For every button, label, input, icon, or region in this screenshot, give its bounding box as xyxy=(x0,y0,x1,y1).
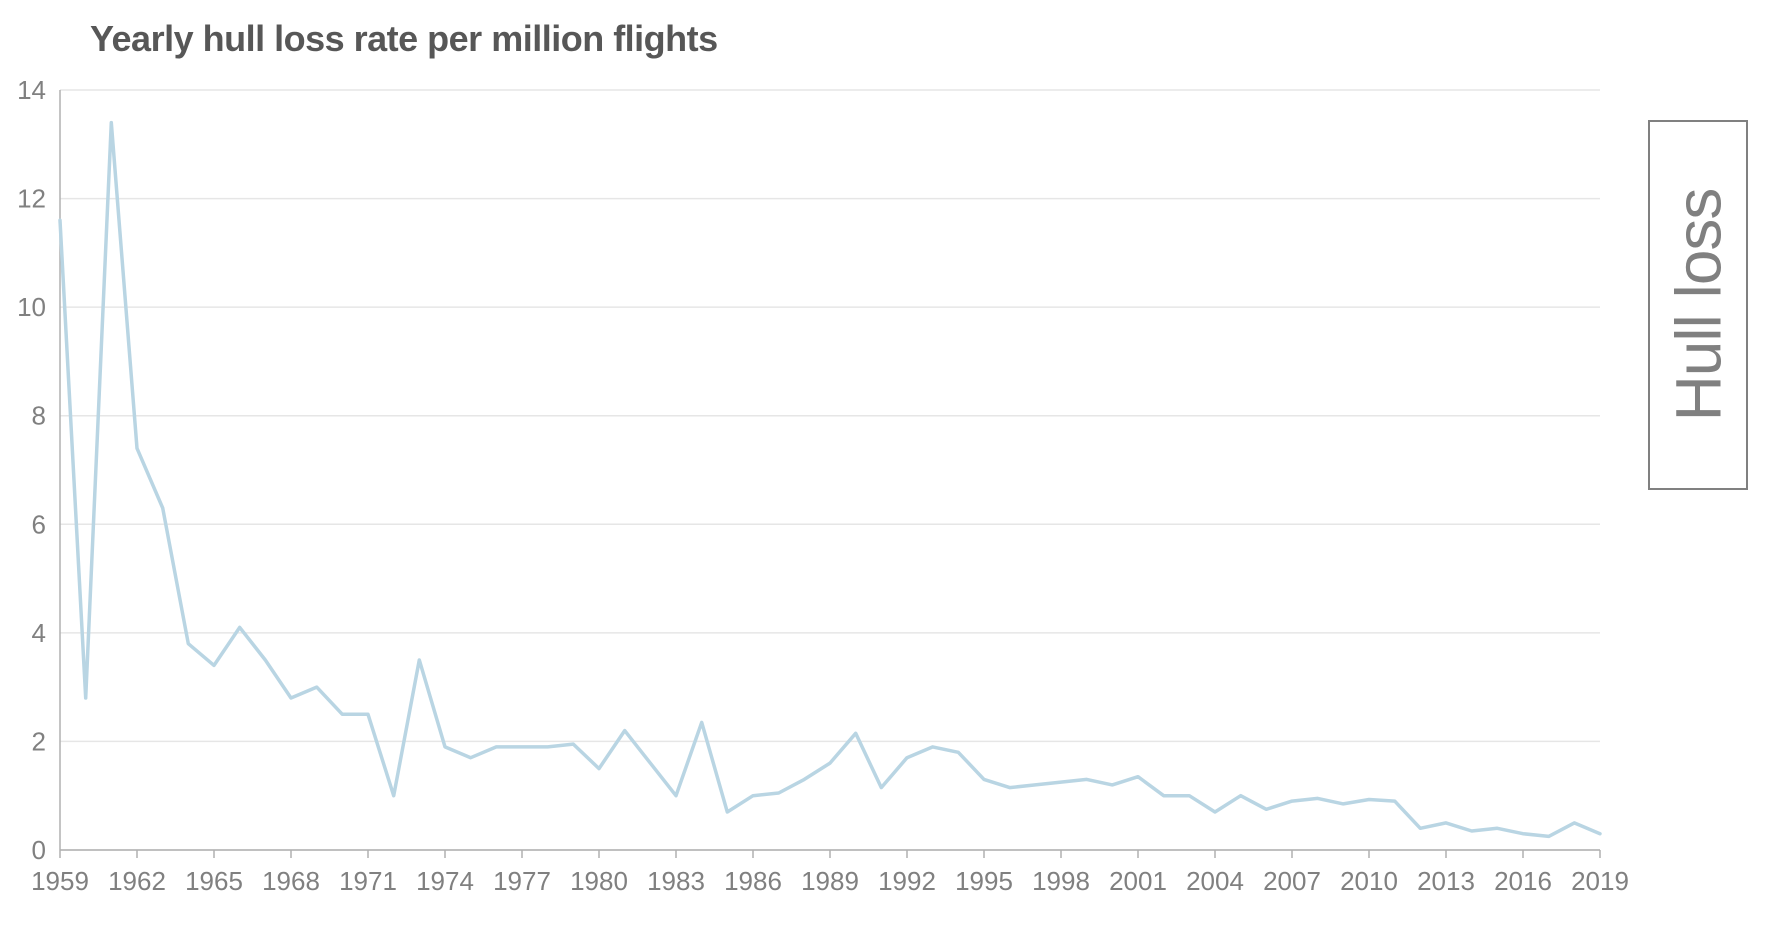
x-tick-label: 2016 xyxy=(1494,866,1552,896)
y-tick-label: 6 xyxy=(32,509,46,539)
x-tick-label: 1998 xyxy=(1032,866,1090,896)
x-tick-label: 2013 xyxy=(1417,866,1475,896)
chart-plot: 0 2 4 6 8 10 12 14 1959 1962 1965 1968 1971 1974 1977… xyxy=(0,0,1766,946)
x-tick-label: 2019 xyxy=(1571,866,1629,896)
series-line-hull-loss xyxy=(60,123,1600,837)
legend-box: Hull loss xyxy=(1648,120,1748,490)
x-tick-label: 2001 xyxy=(1109,866,1167,896)
y-tick-label: 2 xyxy=(32,726,46,756)
x-tick-label: 1977 xyxy=(493,866,551,896)
x-tick-label: 2010 xyxy=(1340,866,1398,896)
x-tick-label: 2007 xyxy=(1263,866,1321,896)
x-tick-label: 1974 xyxy=(416,866,474,896)
x-tick-label: 2004 xyxy=(1186,866,1244,896)
x-tick-label: 1968 xyxy=(262,866,320,896)
y-tick-label: 10 xyxy=(17,292,46,322)
y-tick-label: 8 xyxy=(32,401,46,431)
x-tick-label: 1995 xyxy=(955,866,1013,896)
y-tick-label: 12 xyxy=(17,184,46,214)
x-tick-label: 1980 xyxy=(570,866,628,896)
y-tick-label: 0 xyxy=(32,835,46,865)
y-tick-label: 4 xyxy=(32,618,46,648)
x-tick-label: 1983 xyxy=(647,866,705,896)
y-tick-label: 14 xyxy=(17,75,46,105)
x-tick-label: 1971 xyxy=(339,866,397,896)
x-tick-label: 1986 xyxy=(724,866,782,896)
x-tick-label: 1992 xyxy=(878,866,936,896)
legend-label: Hull loss xyxy=(1661,189,1735,422)
x-tick-label: 1989 xyxy=(801,866,859,896)
x-tick-label: 1959 xyxy=(31,866,89,896)
x-tick-label: 1962 xyxy=(108,866,166,896)
x-tick-label: 1965 xyxy=(185,866,243,896)
